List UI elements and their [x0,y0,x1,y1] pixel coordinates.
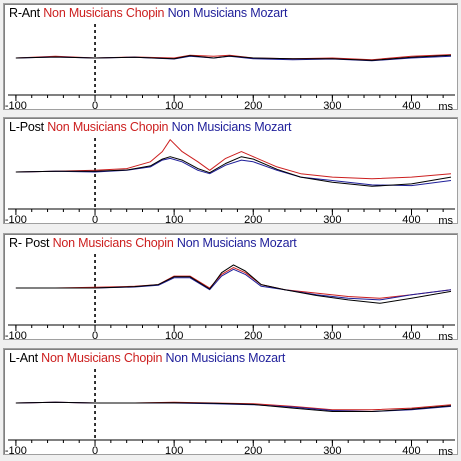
x-unit-label: ms [438,446,453,456]
panel-title: L-Ant Non Musicians Chopin Non Musicians… [9,351,285,365]
region-label: R- Post [9,236,50,250]
series-line [15,401,452,412]
series-line [15,264,452,304]
tick-label: -100 [5,214,27,225]
panel-l-ant: L-Ant Non Musicians Chopin Non Musicians… [3,348,458,456]
region-label: R-Ant [9,6,40,20]
tick-label: 100 [165,330,183,341]
tick-label: 200 [244,445,262,456]
panel-r-post: R- Post Non Musicians Chopin Non Musicia… [3,233,458,341]
panel-title: R-Ant Non Musicians Chopin Non Musicians… [9,6,287,20]
region-label: L-Ant [9,351,38,365]
series-line [15,156,452,187]
tick-label: 300 [323,330,341,341]
chopin-label: Non Musicians Chopin [47,120,169,134]
tick-label: 200 [244,330,262,341]
mozart-label: Non Musicians Mozart [171,120,292,134]
chopin-label: Non Musicians Chopin [52,236,174,250]
tick-label: 400 [402,100,420,111]
mozart-label: Non Musicians Mozart [167,6,288,20]
plot-area: -100 0 100 200 300 400 ms [5,138,455,225]
tick-label: 200 [244,214,262,225]
tick-label: -100 [5,100,27,111]
mozart-label: Non Musicians Mozart [176,236,297,250]
region-label: L-Post [9,120,44,134]
tick-label: 400 [402,330,420,341]
tick-label: 100 [165,445,183,456]
panel-title: R- Post Non Musicians Chopin Non Musicia… [9,236,297,250]
x-unit-label: ms [438,101,453,111]
tick-label: 300 [323,100,341,111]
mozart-label: Non Musicians Mozart [165,351,286,365]
tick-label: -100 [5,445,27,456]
series-line [15,268,452,301]
tick-label: 0 [92,445,98,456]
chopin-label: Non Musicians Chopin [41,351,163,365]
tick-label: 200 [244,100,262,111]
x-unit-label: ms [438,331,453,341]
series-line [15,157,452,187]
tick-label: 400 [402,445,420,456]
tick-label: 300 [323,445,341,456]
tick-label: 100 [165,100,183,111]
panel-title: L-Post Non Musicians Chopin Non Musician… [9,120,291,134]
series-line [15,139,452,180]
plot-area: -100 0 100 200 300 400 ms [5,369,455,456]
panel-l-post: L-Post Non Musicians Chopin Non Musician… [3,117,458,225]
series-line [15,54,452,61]
tick-label: 300 [323,214,341,225]
plot-area: -100 0 100 200 300 400 ms [5,24,455,111]
tick-label: -100 [5,330,27,341]
panel-r-ant: R-Ant Non Musicians Chopin Non Musicians… [3,3,458,111]
tick-label: 0 [92,100,98,111]
series-line [15,267,452,299]
chopin-label: Non Musicians Chopin [43,6,165,20]
x-unit-label: ms [438,215,453,225]
tick-label: 400 [402,214,420,225]
tick-label: 0 [92,330,98,341]
plot-area: -100 0 100 200 300 400 ms [5,254,455,341]
tick-label: 100 [165,214,183,225]
tick-label: 0 [92,214,98,225]
